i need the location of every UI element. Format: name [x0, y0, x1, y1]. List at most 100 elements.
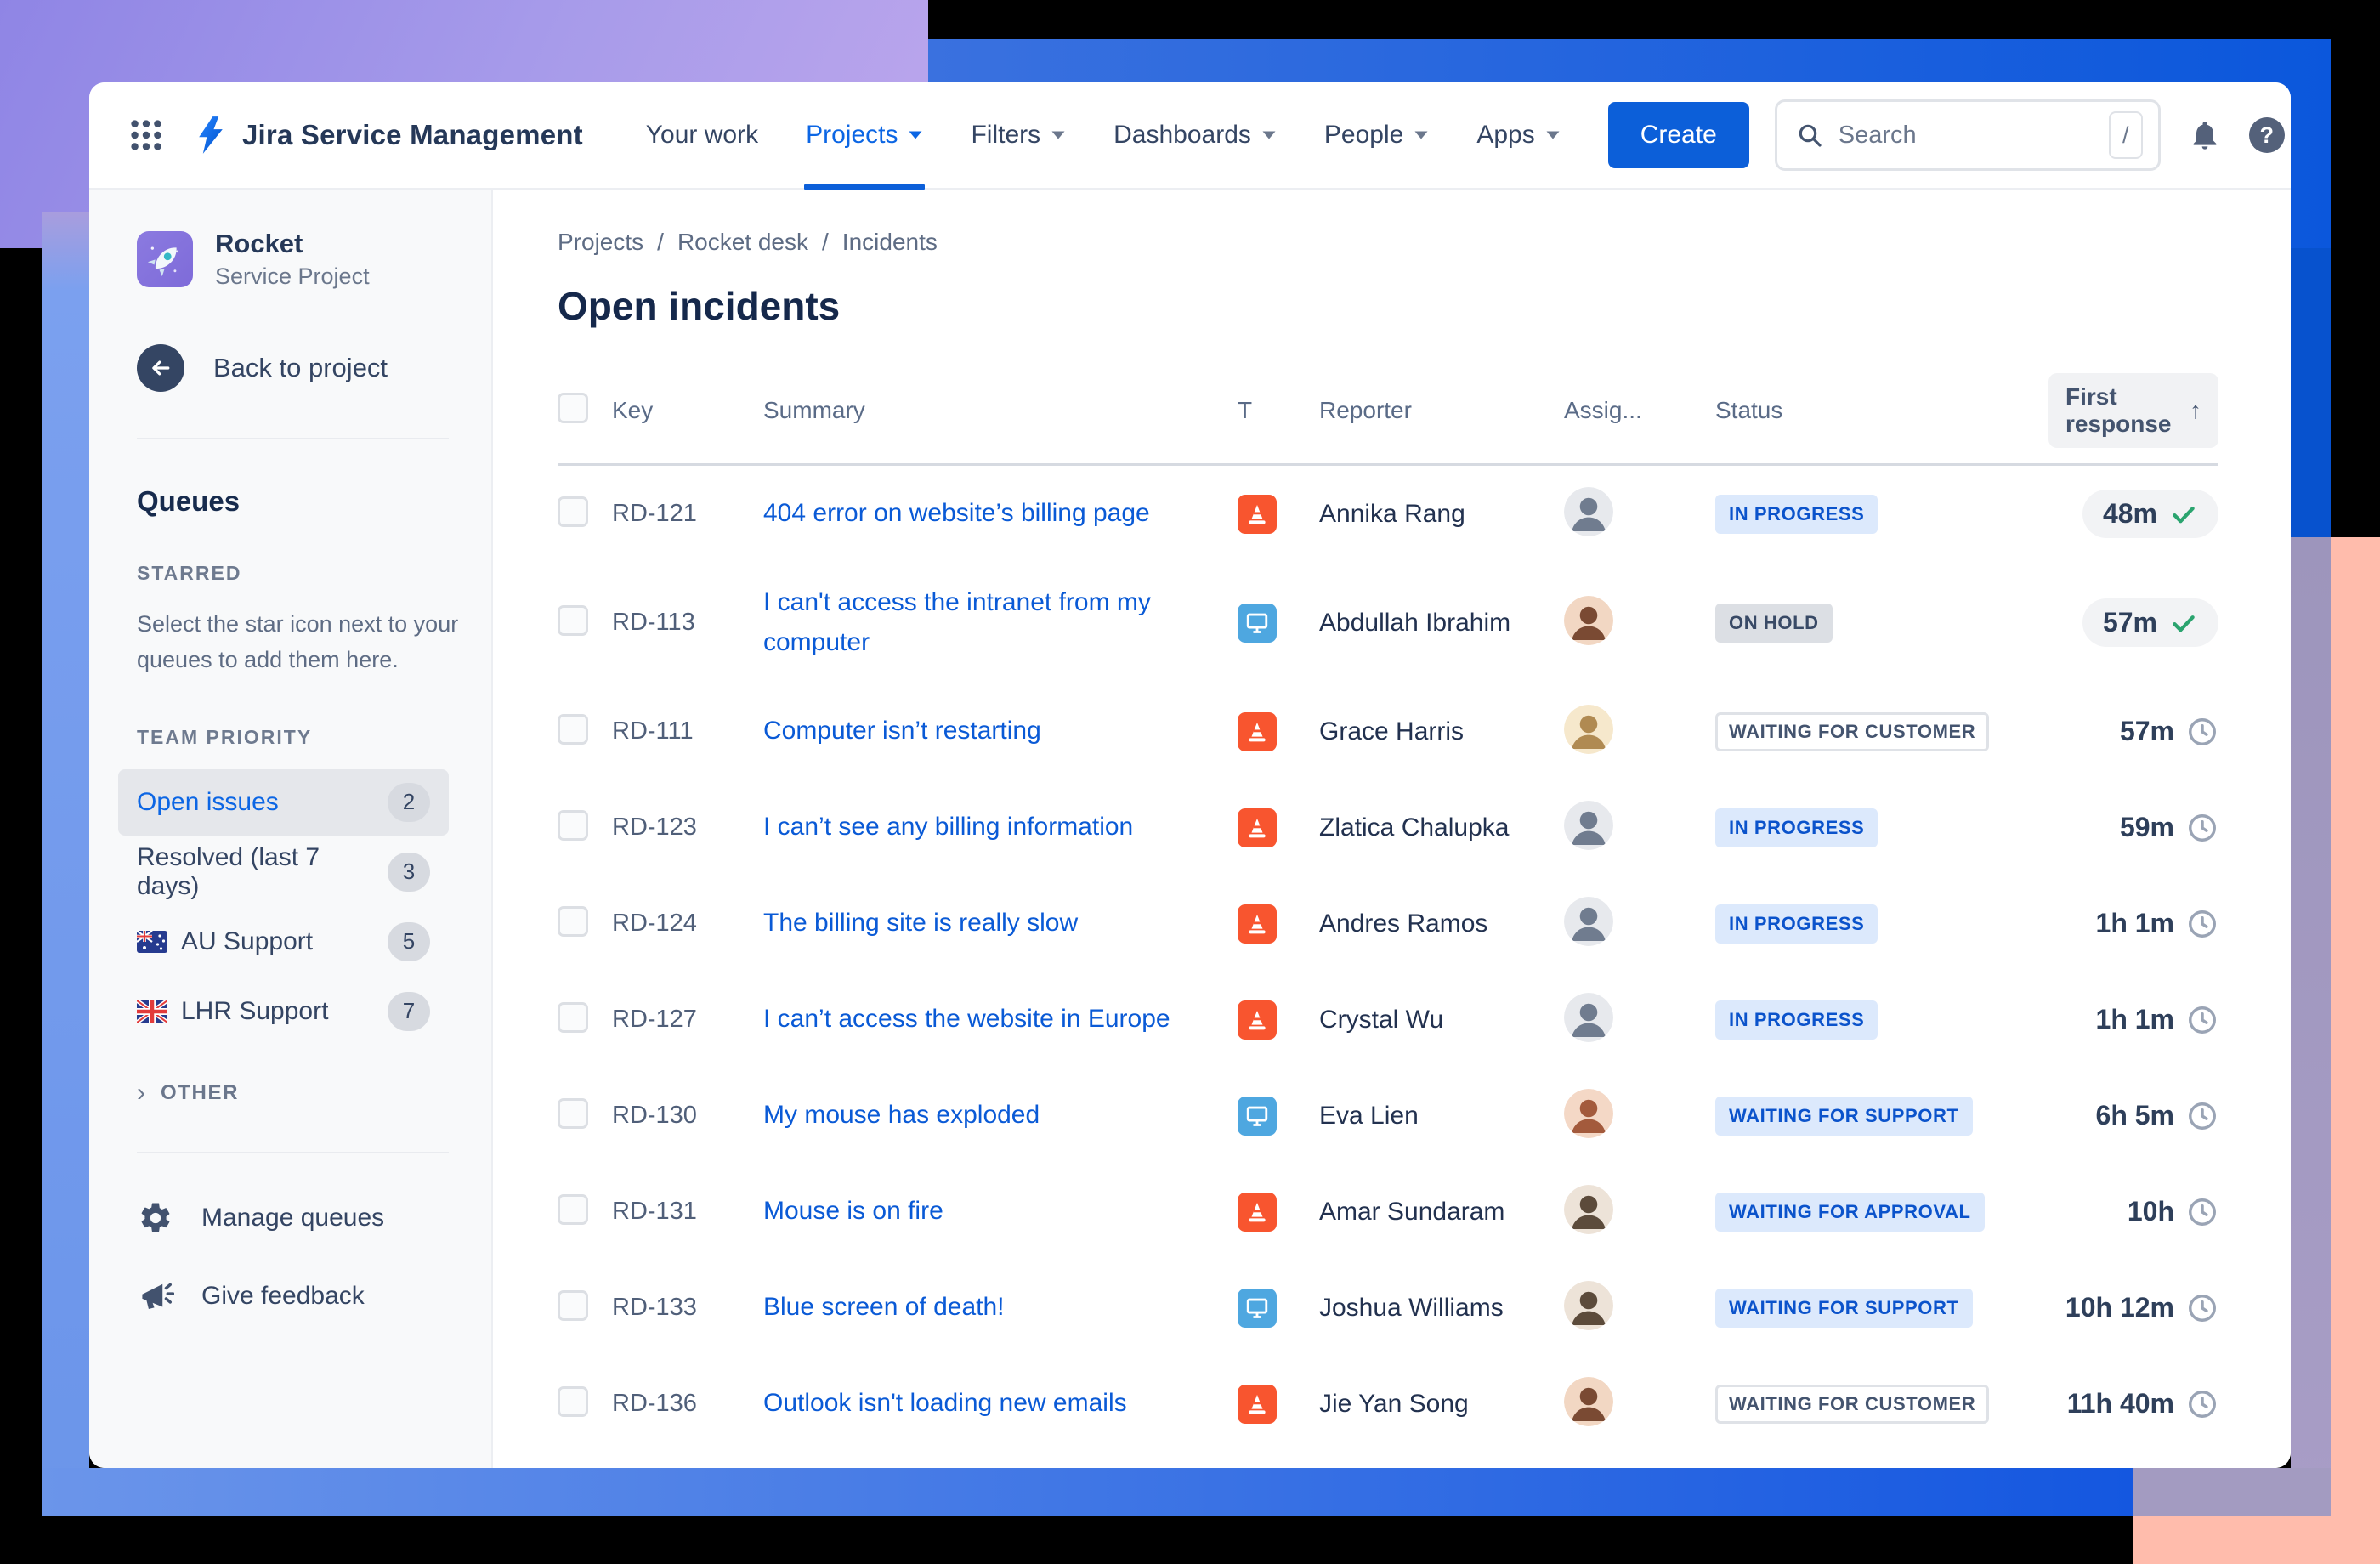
issue-summary-link[interactable]: Blue screen of death! [763, 1293, 1005, 1322]
search-input[interactable] [1836, 120, 2095, 150]
incident-type-icon [1238, 1000, 1277, 1040]
nav-item-label: Projects [806, 121, 898, 149]
issue-summary-link[interactable]: Mouse is on fire [763, 1197, 944, 1226]
manage-queues-button[interactable]: Manage queues [137, 1199, 449, 1237]
reporter-name: Crystal Wu [1319, 1005, 1444, 1034]
incident-type-icon [1238, 1384, 1277, 1424]
breadcrumb-separator: / [657, 229, 664, 255]
row-checkbox[interactable] [558, 1098, 588, 1129]
sidebar-queue-resolved-last-7-days-[interactable]: Resolved (last 7 days) 3 [118, 839, 449, 905]
breadcrumb-item[interactable]: Projects [558, 229, 644, 255]
row-checkbox[interactable] [558, 605, 588, 636]
column-header-assignee[interactable]: Assig... [1564, 397, 1642, 423]
table-row[interactable]: RD-133 Blue screen of death! Joshua Willia… [558, 1260, 2218, 1356]
breadcrumb-separator: / [822, 229, 829, 255]
issue-summary-link[interactable]: I can’t see any billing information [763, 813, 1134, 842]
give-feedback-button[interactable]: Give feedback [137, 1278, 449, 1315]
help-icon[interactable]: ? [2248, 117, 2285, 153]
chevron-right-icon: › [137, 1078, 145, 1107]
sidebar-queue-lhr-support[interactable]: LHR Support 7 [118, 978, 449, 1045]
issue-summary-link[interactable]: Outlook isn't loading new emails [763, 1389, 1127, 1418]
table-row[interactable]: RD-124 The billing site is really slow And… [558, 876, 2218, 972]
issue-key: RD-127 [612, 1006, 697, 1033]
column-header-first-response[interactable]: First response ↑ [2048, 373, 2218, 448]
select-all-checkbox[interactable] [558, 392, 588, 423]
row-checkbox[interactable] [558, 1194, 588, 1225]
table-row[interactable]: RD-121 404 error on website’s billing pag… [558, 466, 2218, 562]
nav-item-apps[interactable]: Apps [1453, 82, 1584, 188]
nav-item-your-work[interactable]: Your work [622, 82, 782, 188]
queue-count-badge: 2 [388, 782, 430, 822]
starred-section-label: STARRED [137, 562, 242, 584]
assignee-avatar[interactable] [1564, 993, 1613, 1042]
queue-label: Open issues [137, 787, 279, 816]
row-checkbox[interactable] [558, 906, 588, 937]
nav-item-projects[interactable]: Projects [782, 82, 947, 190]
assignee-avatar[interactable] [1564, 705, 1613, 754]
other-section-label: OTHER [161, 1080, 239, 1104]
row-checkbox[interactable] [558, 1290, 588, 1321]
table-row[interactable]: RD-136 Outlook isn't loading new emails Ji… [558, 1356, 2218, 1452]
table-row[interactable]: RD-140Laptop screen has stopped workingJ… [558, 1452, 2218, 1468]
assignee-avatar[interactable] [1564, 487, 1613, 536]
issue-summary-link[interactable]: My mouse has exploded [763, 1101, 1040, 1130]
assignee-avatar[interactable] [1564, 1281, 1613, 1330]
table-row[interactable]: RD-113 I can't access the intranet from m… [558, 562, 2218, 683]
app-switcher-icon[interactable] [127, 116, 166, 155]
assignee-avatar[interactable] [1564, 596, 1613, 645]
other-section-toggle[interactable]: › OTHER [137, 1080, 449, 1106]
first-response-time: 10h [2127, 1196, 2174, 1227]
issue-summary-link[interactable]: I can’t access the website in Europe [763, 1005, 1170, 1034]
status-badge: IN PROGRESS [1715, 808, 1878, 847]
row-checkbox[interactable] [558, 714, 588, 745]
issue-summary-link[interactable]: I can't access the intranet from my comp… [763, 588, 1151, 656]
sort-ascending-icon: ↑ [2190, 397, 2202, 423]
nav-item-filters[interactable]: Filters [947, 82, 1090, 188]
project-header[interactable]: Rocket Service Project [137, 229, 449, 290]
jira-logo[interactable]: Jira Service Management [193, 116, 583, 155]
sidebar-queue-open-issues[interactable]: Open issues 2 [118, 768, 449, 836]
row-checkbox[interactable] [558, 1386, 588, 1417]
issue-summary-link[interactable]: 404 error on website’s billing page [763, 499, 1150, 528]
table-row[interactable]: RD-111 Computer isn’t restarting Grace Har… [558, 683, 2218, 779]
table-row[interactable]: RD-131 Mouse is on fire Amar Sundaram WAITI… [558, 1164, 2218, 1260]
assignee-avatar[interactable] [1564, 1089, 1613, 1138]
issue-summary-link[interactable]: Computer isn’t restarting [763, 717, 1041, 745]
column-header-key[interactable]: Key [612, 397, 654, 423]
back-to-project-button[interactable]: Back to project [137, 344, 449, 392]
row-checkbox[interactable] [558, 1002, 588, 1033]
assignee-avatar[interactable] [1564, 1185, 1613, 1234]
assignee-avatar[interactable] [1564, 1377, 1613, 1426]
row-checkbox[interactable] [558, 496, 588, 527]
gb-flag-icon [137, 1000, 167, 1023]
table-row[interactable]: RD-123 I can’t see any billing informatio… [558, 779, 2218, 876]
search-box[interactable]: / [1774, 99, 2161, 171]
status-badge: WAITING FOR SUPPORT [1715, 1096, 1973, 1136]
sidebar-queue-au-support[interactable]: AU Support 5 [118, 909, 449, 975]
notifications-bell-icon[interactable] [2186, 116, 2224, 154]
column-header-type[interactable]: T [1238, 397, 1253, 423]
sidebar-divider [137, 438, 449, 439]
first-response-time: 57m [2102, 607, 2157, 638]
create-button[interactable]: Create [1607, 102, 1749, 168]
assignee-avatar[interactable] [1564, 897, 1613, 946]
nav-item-people[interactable]: People [1300, 82, 1453, 188]
clock-icon [2186, 908, 2218, 940]
row-checkbox[interactable] [558, 810, 588, 841]
issue-key: RD-113 [612, 609, 695, 636]
issue-summary-link[interactable]: The billing site is really slow [763, 909, 1079, 938]
column-header-status[interactable]: Status [1715, 397, 1783, 423]
first-response-time: 10h 12m [2065, 1292, 2174, 1323]
assignee-avatar[interactable] [1564, 801, 1613, 850]
reporter-name: Abdullah Ibrahim [1319, 608, 1511, 637]
breadcrumb-item[interactable]: Rocket desk [677, 229, 809, 255]
table-row[interactable]: RD-130 My mouse has exploded Eva Lien WAITI… [558, 1068, 2218, 1164]
nav-item-dashboards[interactable]: Dashboards [1090, 82, 1300, 188]
clock-icon [2186, 1388, 2218, 1420]
breadcrumb-item[interactable]: Incidents [842, 229, 938, 255]
queue-list: Open issues 2 Resolved (last 7 days) 3 AU Su… [118, 768, 449, 1045]
column-header-reporter[interactable]: Reporter [1319, 397, 1412, 423]
column-header-summary[interactable]: Summary [763, 397, 865, 423]
first-response-time: 11h 40m [2066, 1388, 2174, 1419]
table-row[interactable]: RD-127 I can’t access the website in Euro… [558, 972, 2218, 1068]
